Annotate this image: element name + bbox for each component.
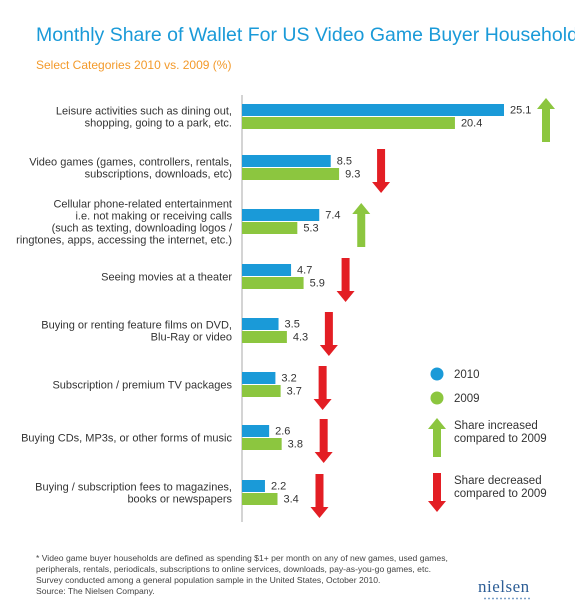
bar-2009 <box>242 385 281 397</box>
data-label-2010: 3.5 <box>285 319 300 331</box>
legend-increase-arrow-icon <box>428 418 446 457</box>
category-label: Video games (games, controllers, rentals… <box>29 157 232 181</box>
decrease-arrow-icon <box>313 366 332 410</box>
legend-decrease-label: Share decreased <box>454 475 542 487</box>
bar-2010 <box>242 480 265 492</box>
bar-2010 <box>242 372 276 384</box>
decrease-arrow-icon <box>336 258 355 302</box>
bar-2010 <box>242 425 270 437</box>
category-label: Subscription / premium TV packages <box>52 380 232 392</box>
data-label-2009: 3.8 <box>288 439 303 451</box>
category-label: Seeing movies at a theater <box>101 272 232 284</box>
legend-label-2010: 2010 <box>454 369 480 381</box>
legend-label-2009: 2009 <box>454 393 480 405</box>
bar-2010 <box>242 155 331 167</box>
legend-decrease-label: compared to 2009 <box>454 488 547 500</box>
data-label-2009: 9.3 <box>345 169 360 181</box>
bar-2009 <box>242 168 340 180</box>
bar-2009 <box>242 493 278 505</box>
data-label-2009: 3.7 <box>287 386 302 398</box>
increase-arrow-icon <box>352 203 371 247</box>
category-label: Buying / subscription fees to magazines,… <box>35 482 232 506</box>
data-label-2010: 2.6 <box>275 426 290 438</box>
data-label-2010: 7.4 <box>325 210 340 222</box>
data-label-2010: 8.5 <box>337 156 352 168</box>
decrease-arrow-icon <box>314 419 333 463</box>
chart-title: Monthly Share of Wallet For US Video Gam… <box>36 24 575 46</box>
category-label: Leisure activities such as dining out, sh… <box>56 106 232 130</box>
bar-2010 <box>242 104 504 116</box>
bar-2010 <box>242 209 320 221</box>
bar-2009 <box>242 117 455 129</box>
logo-dots <box>483 597 531 600</box>
decrease-arrow-icon <box>372 149 391 193</box>
data-label-2010: 4.7 <box>297 265 312 277</box>
increase-arrow-icon <box>537 98 555 142</box>
data-label-2010: 2.2 <box>271 481 286 493</box>
chart-subtitle: Select Categories 2010 vs. 2009 (%) <box>36 58 232 72</box>
category-label: Cellular phone-related entertainment i.e.… <box>16 199 233 247</box>
legend-decrease-arrow-icon <box>428 473 446 512</box>
bar-2009 <box>242 331 287 343</box>
legend-marker-2009 <box>430 391 444 405</box>
category-label: Buying CDs, MP3s, or other forms of musi… <box>21 433 232 445</box>
legend-increase-label: compared to 2009 <box>454 433 547 445</box>
data-label-2009: 5.3 <box>303 223 318 235</box>
data-label-2010: 25.1 <box>510 105 531 117</box>
bar-2010 <box>242 264 292 276</box>
data-label-2009: 5.9 <box>310 278 325 290</box>
footnote: * Video game buyer households are define… <box>36 553 448 596</box>
nielsen-logo: nielsen <box>478 577 530 596</box>
bar-2009 <box>242 222 298 234</box>
decrease-arrow-icon <box>310 474 329 518</box>
category-label: Buying or renting feature films on DVD, B… <box>41 320 232 344</box>
data-label-2010: 3.2 <box>281 373 296 385</box>
bar-2009 <box>242 277 304 289</box>
bar-2010 <box>242 318 279 330</box>
data-label-2009: 20.4 <box>461 118 482 130</box>
data-label-2009: 3.4 <box>283 494 298 506</box>
decrease-arrow-icon <box>319 312 338 356</box>
legend-marker-2010 <box>430 367 444 381</box>
bar-2009 <box>242 438 282 450</box>
data-label-2009: 4.3 <box>293 332 308 344</box>
legend-increase-label: Share increased <box>454 420 538 432</box>
